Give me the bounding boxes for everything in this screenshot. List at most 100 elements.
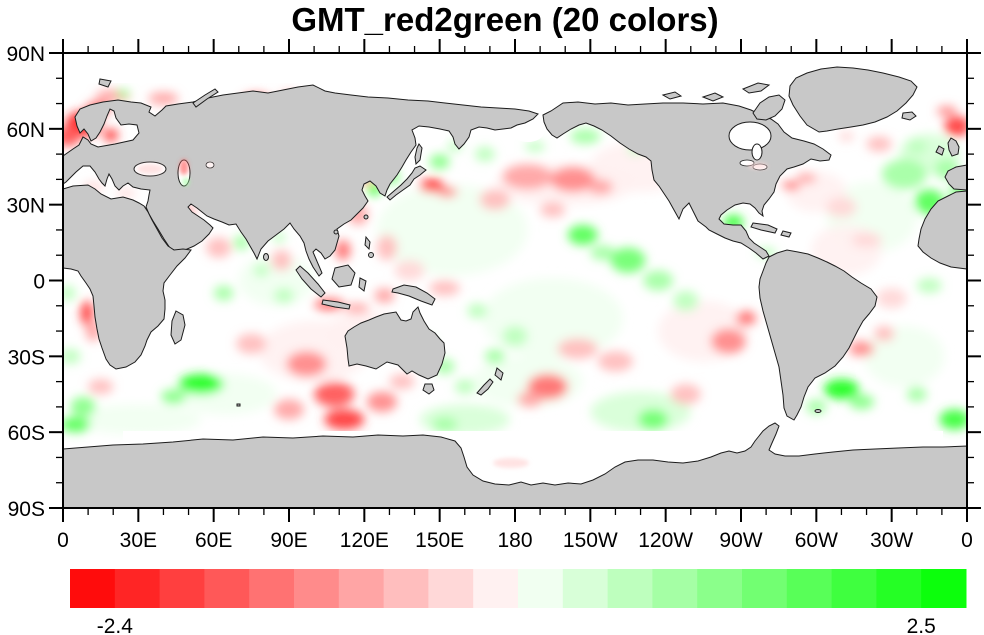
landmass-philippines — [364, 235, 371, 251]
colorbar-swatch — [652, 569, 698, 608]
anomaly-blob — [253, 264, 269, 277]
landmass-madagascar — [170, 310, 186, 345]
anomaly-blob — [796, 173, 817, 184]
anomaly-blob — [374, 288, 395, 304]
lon-tick-label: 90W — [719, 529, 762, 552]
landmass-kerguelen — [236, 403, 241, 407]
anomaly-blob — [206, 237, 232, 258]
anomaly-blob — [557, 338, 598, 359]
anomaly-blob — [419, 404, 510, 435]
anomaly-blob — [88, 379, 114, 395]
sea-tint — [493, 458, 529, 468]
anomaly-blob — [874, 326, 895, 342]
axis-tick-labels: 0 30E 60E 90E 120E 150E 180 150W 120W 90W 60W 30W 09… — [6, 43, 972, 552]
landmass-africa — [63, 184, 192, 370]
colorbar-swatch — [383, 569, 429, 608]
anomaly-blob — [366, 391, 397, 412]
anomaly-blob — [376, 235, 397, 261]
anomaly-blob — [502, 326, 528, 347]
sea-tint — [748, 163, 768, 169]
anomaly-blob — [710, 328, 747, 354]
anomaly-blob — [851, 232, 882, 248]
landmass-taiwan — [363, 214, 369, 220]
anomaly-blob — [271, 250, 292, 271]
lat-tick-label: 90S — [8, 498, 45, 521]
anomaly-blob — [437, 186, 458, 198]
anomaly-blob — [550, 166, 596, 193]
anomaly-blob — [394, 260, 425, 281]
landmass-java — [321, 299, 351, 310]
anomaly-blob — [527, 374, 568, 400]
anomaly-blob — [567, 224, 598, 246]
anomaly-blob — [866, 136, 892, 152]
anomaly-blob — [848, 341, 875, 357]
sea-tint — [137, 164, 163, 174]
colorbar-swatch — [294, 569, 340, 608]
anomaly-blob — [432, 417, 458, 433]
lat-tick-label: 30S — [8, 346, 45, 369]
colorbar — [70, 569, 967, 608]
sea-tint — [207, 163, 213, 167]
lat-tick-label: 90N — [6, 43, 45, 66]
anomaly-blob — [70, 396, 96, 417]
colorbar-swatch — [831, 569, 877, 608]
anomaly-blob — [517, 391, 543, 407]
landmass-west-africa-wrap — [917, 190, 967, 270]
colorbar-swatch — [249, 569, 295, 608]
colorbar-swatch — [204, 569, 250, 608]
landmass-iberia-wrap — [944, 164, 967, 191]
landmass-britain-wrap — [947, 137, 960, 157]
colorbar-min-label: -2.4 — [97, 615, 134, 635]
anomaly-blob — [939, 409, 967, 430]
landmass-falklands — [814, 409, 822, 413]
lon-tick-label: 30W — [870, 529, 913, 552]
anomaly-blob — [63, 285, 76, 301]
lat-tick-label: 30N — [6, 195, 45, 218]
james-bay — [751, 143, 763, 161]
anomaly-blob — [419, 179, 445, 193]
anomaly-blob — [906, 386, 927, 402]
landmass-ireland-wrap — [935, 145, 945, 156]
lon-tick-label: 60W — [795, 529, 838, 552]
colorbar-swatch — [114, 569, 161, 608]
colorbar-swatch — [697, 569, 743, 608]
colorbar-swatch — [562, 569, 609, 608]
anomaly-blob — [233, 235, 249, 251]
lon-tick-label: 150E — [415, 529, 464, 552]
lat-tick-label: 60N — [6, 119, 45, 142]
land-layer — [63, 66, 967, 508]
anomaly-blob — [148, 92, 179, 105]
anomaly-blob — [115, 189, 136, 198]
anomaly-blob — [673, 290, 699, 311]
landmass-svalbard — [98, 78, 112, 88]
anomaly-blob — [906, 138, 927, 155]
anomaly-blob — [540, 202, 566, 218]
lon-tick-label: 180 — [497, 529, 532, 552]
colorbar-swatch — [159, 569, 205, 608]
landmass-novaya-zemlya — [192, 88, 219, 108]
anomaly-blob — [502, 164, 553, 190]
colorbar-swatch — [518, 569, 564, 608]
lon-tick-label: 60E — [195, 529, 232, 552]
sea-tint — [182, 178, 190, 186]
anomaly-blob — [324, 409, 365, 430]
anomaly-blob — [479, 189, 510, 210]
landmass-sumatra — [295, 265, 326, 298]
anomaly-blob — [936, 106, 957, 117]
anomaly-blob — [484, 348, 505, 364]
sea-tint-layer — [137, 159, 768, 468]
landmass-iceland — [901, 111, 917, 121]
map-canvas — [63, 53, 967, 508]
anomaly-blob — [63, 417, 91, 433]
sea-tint — [179, 159, 189, 175]
lat-tick-label: 0 — [33, 271, 45, 294]
colorbar-swatch — [428, 569, 474, 608]
landmass-new-zealand — [476, 367, 504, 396]
anomaly-blob — [944, 116, 967, 137]
anomaly-blob — [389, 374, 415, 390]
anomaly-blob — [429, 154, 450, 170]
lon-tick-label: 0 — [961, 529, 973, 552]
anomaly-blob — [643, 270, 674, 291]
anomaly-blob — [838, 131, 854, 142]
